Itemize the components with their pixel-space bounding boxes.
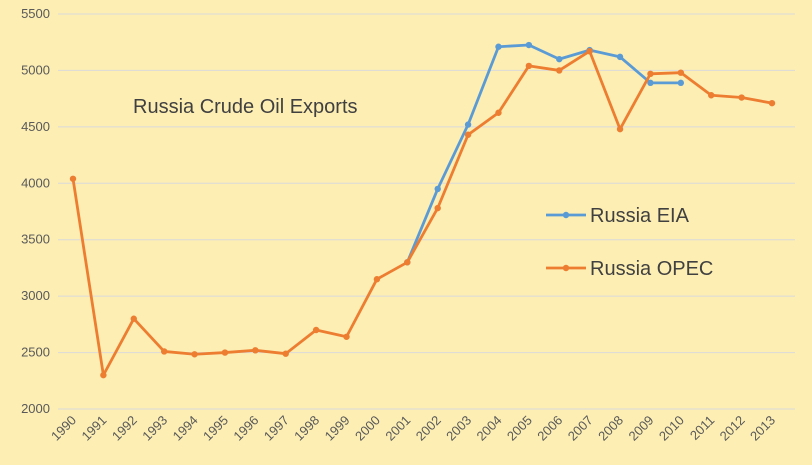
data-point [616, 125, 624, 133]
x-tick-label: 2001 [382, 413, 413, 444]
data-point [586, 48, 593, 55]
data-point [404, 259, 411, 266]
chart-title: Russia Crude Oil Exports [133, 96, 358, 118]
data-point [221, 349, 229, 356]
data-point [647, 79, 654, 87]
legend-item: Russia EIA [546, 205, 690, 227]
data-point [130, 315, 137, 322]
x-tick-label: 2003 [443, 413, 474, 444]
series-russia-eia [404, 41, 685, 266]
data-point [464, 131, 472, 138]
legend-marker [562, 264, 570, 272]
data-point [160, 348, 168, 355]
x-tick-label: 2002 [413, 413, 444, 444]
data-point [282, 350, 289, 357]
y-axis-ticks: 2000 2500 3000 3500 4000 4500 5000 5500 [21, 6, 50, 416]
x-tick-label: 1999 [322, 413, 353, 444]
x-tick-label: 1990 [48, 413, 79, 444]
data-point [768, 99, 776, 107]
data-point [525, 62, 533, 70]
legend: Russia EIA Russia OPEC [546, 205, 713, 280]
y-tick-label: 3500 [21, 232, 50, 247]
x-tick-label: 2013 [747, 413, 778, 444]
x-tick-label: 2011 [687, 413, 717, 443]
data-point [434, 185, 441, 193]
series-russia-opec [69, 48, 776, 379]
x-tick-label: 2009 [625, 413, 656, 444]
data-point [647, 70, 654, 78]
series-line [406, 43, 681, 263]
y-tick-label: 4000 [21, 175, 50, 190]
y-tick-label: 5000 [21, 62, 50, 77]
x-tick-label: 1995 [200, 413, 231, 444]
data-point [708, 92, 715, 99]
legend-label: Russia EIA [590, 205, 690, 227]
series-lines [69, 41, 776, 379]
data-point [191, 351, 198, 358]
data-point [738, 94, 745, 101]
x-tick-label: 2005 [504, 413, 535, 444]
x-tick-label: 1998 [291, 413, 322, 444]
data-point [525, 41, 533, 49]
x-tick-label: 2000 [352, 413, 383, 444]
data-point [495, 109, 502, 116]
x-tick-label: 2008 [595, 413, 626, 444]
y-tick-label: 5500 [21, 6, 50, 21]
x-tick-label: 1992 [109, 413, 140, 444]
legend-label: Russia OPEC [590, 258, 713, 280]
data-point [100, 371, 107, 379]
y-tick-label: 2000 [21, 401, 50, 416]
data-point [312, 326, 320, 334]
x-tick-label: 1997 [261, 413, 292, 444]
legend-item: Russia OPEC [546, 258, 713, 280]
data-point [556, 67, 563, 74]
data-point [677, 79, 685, 87]
y-tick-label: 2500 [21, 345, 50, 360]
legend-marker [562, 211, 570, 219]
data-point [373, 276, 381, 283]
data-point [464, 121, 472, 128]
data-point [69, 175, 77, 182]
x-tick-label: 1991 [78, 413, 109, 444]
y-tick-label: 4500 [21, 119, 50, 134]
x-tick-label: 2010 [656, 413, 687, 444]
x-tick-label: 2012 [717, 413, 748, 444]
series-line [71, 49, 773, 377]
data-point [495, 43, 502, 50]
data-point [343, 333, 350, 340]
x-tick-label: 1996 [230, 413, 261, 444]
x-tick-label: 2007 [565, 413, 596, 444]
data-point [556, 55, 563, 63]
data-point [677, 69, 685, 76]
x-tick-label: 1993 [139, 413, 170, 444]
y-tick-label: 3000 [21, 288, 50, 303]
data-point [252, 347, 259, 354]
x-tick-label: 2004 [474, 413, 505, 444]
x-tick-label: 2006 [534, 413, 565, 444]
data-point [616, 53, 624, 61]
x-axis-ticks: 1990 1991 1992 1993 1994 1995 1996 1997 1998 1999… [48, 413, 778, 444]
x-tick-label: 1994 [170, 413, 201, 444]
data-point [434, 204, 441, 212]
